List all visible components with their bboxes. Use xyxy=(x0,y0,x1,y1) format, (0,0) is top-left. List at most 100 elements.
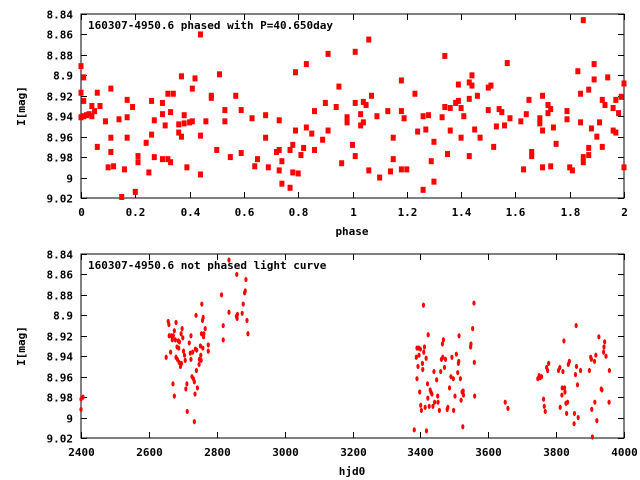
data-point xyxy=(441,354,445,360)
data-point xyxy=(457,358,461,364)
data-point xyxy=(146,169,152,176)
data-point xyxy=(469,72,475,79)
data-point xyxy=(197,132,203,139)
data-point xyxy=(491,143,497,150)
data-point xyxy=(431,178,437,185)
data-point xyxy=(426,332,430,338)
data-point xyxy=(287,146,293,153)
data-point xyxy=(388,168,394,175)
data-point xyxy=(124,96,130,103)
data-point xyxy=(165,156,171,163)
data-point xyxy=(586,144,592,151)
x-axis-ticks: 2400 2600 2800 3000 3200 3400 3600 3800 4000 xyxy=(68,254,638,459)
data-point xyxy=(472,359,476,365)
data-point xyxy=(263,112,269,119)
data-point xyxy=(564,116,570,123)
data-point xyxy=(592,358,597,364)
data-point xyxy=(600,387,604,393)
data-point xyxy=(446,404,450,410)
data-point xyxy=(214,146,220,153)
data-point xyxy=(130,104,136,111)
x-tick-label: 0.8 xyxy=(289,206,309,219)
data-point xyxy=(546,367,550,374)
data-point xyxy=(168,349,173,355)
x-tick-label: 3400 xyxy=(407,446,434,459)
data-point xyxy=(447,105,453,112)
data-point xyxy=(176,129,182,136)
data-point xyxy=(83,112,89,119)
data-point xyxy=(426,112,432,119)
data-point xyxy=(172,393,176,399)
data-point xyxy=(162,122,168,129)
data-point xyxy=(173,337,177,343)
x-tick-label: 3200 xyxy=(340,446,367,459)
data-point xyxy=(605,74,611,81)
data-point xyxy=(108,85,114,92)
data-point xyxy=(419,402,423,408)
data-point xyxy=(420,360,425,366)
data-point xyxy=(426,395,430,401)
data-point xyxy=(545,110,551,117)
data-point xyxy=(430,391,434,397)
data-point xyxy=(360,98,366,105)
data-point xyxy=(216,71,222,78)
data-point xyxy=(235,311,240,317)
data-point xyxy=(320,136,326,143)
data-point xyxy=(580,159,586,166)
data-point xyxy=(604,353,608,359)
data-point xyxy=(414,354,418,360)
data-point xyxy=(398,108,404,115)
y-tick-label: 8.92 xyxy=(47,91,74,104)
data-point xyxy=(580,154,586,161)
data-point xyxy=(503,399,507,405)
x-tick-label: 3000 xyxy=(272,446,299,459)
data-point xyxy=(295,170,301,177)
data-point xyxy=(591,61,597,68)
data-point xyxy=(576,414,580,421)
data-point xyxy=(179,360,184,366)
data-point xyxy=(194,312,198,318)
data-point xyxy=(94,143,100,150)
data-point xyxy=(78,89,84,96)
data-point xyxy=(244,276,248,283)
data-point xyxy=(164,354,168,360)
data-point xyxy=(610,127,616,134)
data-point xyxy=(276,146,282,153)
data-point xyxy=(290,169,296,176)
data-point xyxy=(78,114,84,121)
data-point xyxy=(599,96,605,103)
data-point xyxy=(575,382,580,388)
data-point xyxy=(81,113,87,120)
data-point xyxy=(507,115,513,122)
data-point xyxy=(301,144,307,151)
data-point xyxy=(108,134,114,141)
data-point xyxy=(322,99,328,106)
data-point xyxy=(201,314,205,320)
data-point xyxy=(458,376,463,382)
data-point xyxy=(542,403,546,409)
data-point xyxy=(243,288,247,294)
data-point xyxy=(440,341,445,347)
data-point xyxy=(149,97,155,104)
x-tick-label: 0.4 xyxy=(181,206,201,219)
data-point xyxy=(197,361,201,367)
data-point xyxy=(235,271,239,278)
data-point xyxy=(170,90,176,97)
data-point xyxy=(488,82,494,89)
data-point xyxy=(369,92,375,99)
data-point xyxy=(613,129,619,136)
data-point xyxy=(199,357,203,363)
data-point xyxy=(197,171,203,178)
data-point xyxy=(431,403,435,409)
data-point xyxy=(81,394,85,400)
data-point xyxy=(618,93,624,100)
data-point xyxy=(621,164,627,171)
data-point xyxy=(415,376,419,382)
data-point xyxy=(219,292,224,298)
data-point xyxy=(424,428,429,434)
data-point xyxy=(360,119,366,126)
data-point xyxy=(473,393,477,399)
data-point xyxy=(279,180,285,187)
data-point xyxy=(143,139,149,146)
data-point xyxy=(563,389,567,395)
